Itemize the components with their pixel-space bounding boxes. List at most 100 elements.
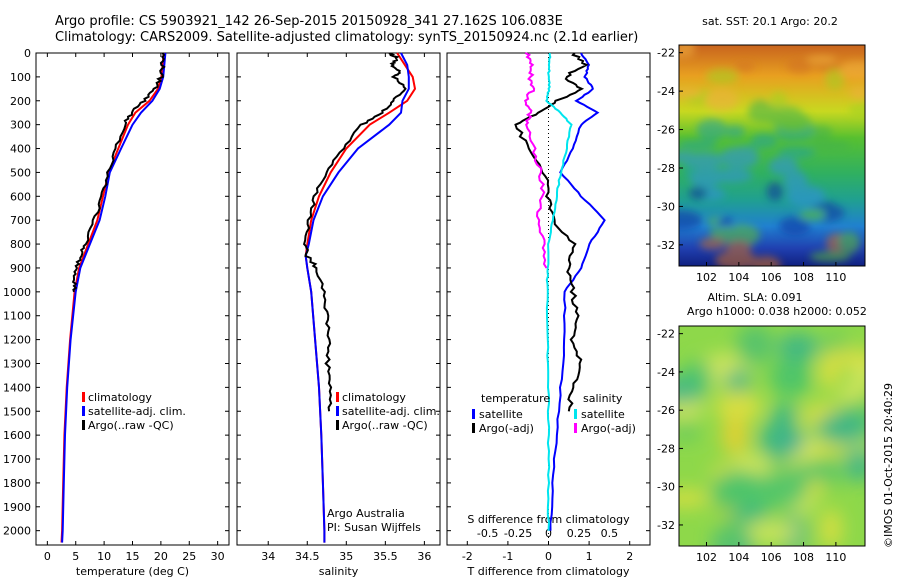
x-axis-label: temperature (deg C) (76, 565, 189, 578)
sla-texture-blob (777, 332, 819, 362)
legend-label: Argo(-adj) (581, 422, 636, 435)
x-tick-label: 15 (126, 550, 140, 563)
sst-texture-blob (719, 147, 759, 169)
x-tick-label: 20 (154, 550, 168, 563)
map-y-tick-label: -24 (657, 366, 675, 379)
legend-label: satellite-adj. clim. (88, 405, 186, 418)
legend-label: Argo(-adj) (479, 422, 534, 435)
sla-texture-blob (820, 508, 842, 546)
map-y-tick-label: -28 (657, 162, 675, 175)
map-x-tick-label: 106 (761, 551, 782, 564)
y-tick-label: 1700 (3, 453, 31, 466)
sla-map-title-2: Argo h1000: 0.038 h2000: 0.052 (687, 305, 867, 318)
sla-texture-blob (710, 470, 764, 514)
sst-texture-blob (777, 146, 815, 159)
sla-texture-blob (721, 415, 749, 456)
sst-map (679, 45, 865, 266)
map-y-tick-label: -32 (657, 519, 675, 532)
legend-label: climatology (88, 391, 152, 404)
sst-texture-blob (679, 210, 702, 230)
sla-texture-blob (759, 468, 810, 509)
sla-texture-blob (770, 358, 812, 397)
sst-map-frame (678, 44, 866, 267)
sst-texture-blob (838, 231, 860, 254)
sst-texture-blob (770, 91, 788, 110)
plot-frame (236, 52, 441, 546)
map-y-tick-label: -30 (657, 481, 675, 494)
sla-texture-blob (843, 446, 865, 483)
y-tick-label: 1500 (3, 405, 31, 418)
sst-texture-blob (766, 181, 784, 201)
map-y-tick-label: -22 (657, 328, 675, 341)
sst-texture-blob (786, 185, 826, 207)
sst-texture-blob (696, 118, 727, 141)
series-line-satellite-adj-clim- (61, 52, 167, 543)
map-y-tick-label: -26 (657, 404, 675, 417)
y-tick-label: 200 (10, 95, 31, 108)
sst-texture-blob (679, 140, 718, 150)
legend-label: Argo(..raw -QC) (88, 419, 174, 432)
legend-swatch (82, 420, 85, 430)
x-tick-label: 35.5 (373, 550, 398, 563)
legend-swatch (472, 409, 475, 419)
sla-map (679, 326, 865, 546)
legend-label: climatology (342, 391, 406, 404)
x-tick-label: 2 (626, 550, 633, 563)
sst-texture-blob (708, 226, 745, 237)
sst-texture-blob (814, 201, 837, 213)
series-line-salinity-argo-adj- (523, 52, 548, 269)
sla-texture-blob (719, 518, 743, 546)
map-x-tick-label: 110 (825, 551, 846, 564)
y-tick-label: 1900 (3, 501, 31, 514)
sst-map-texture (679, 45, 865, 266)
x-tick-label: 1 (586, 550, 593, 563)
y-tick-label: 1100 (3, 310, 31, 323)
profile-title: Argo profile: CS 5903921_142 26-Sep-2015… (55, 14, 563, 29)
climatology-title: Climatology: CARS2009. Satellite-adjuste… (55, 30, 639, 45)
sla-texture-blob (724, 368, 752, 393)
map-x-tick-label: 110 (825, 271, 846, 284)
x-axis-label: salinity (319, 565, 359, 578)
x-tick-label: 10 (97, 550, 111, 563)
legend-label: Argo(..raw -QC) (342, 419, 428, 432)
maps-group: sat. SST: 20.1 Argo: 20.2 Altim. SLA: 0.0… (657, 15, 895, 564)
legend-label: satellite (581, 408, 625, 421)
x-tick-label: 5 (72, 550, 79, 563)
plot-frame (35, 52, 230, 546)
x-tick-label: 36 (417, 550, 431, 563)
sst-texture-blob (705, 68, 739, 85)
sla-map-texture (679, 326, 865, 546)
s-tick-label: -0.25 (504, 527, 532, 540)
legend-label: satellite (479, 408, 523, 421)
x-tick-label: -2 (462, 550, 473, 563)
sst-texture-blob (714, 250, 758, 266)
x-tick-label: 30 (211, 550, 225, 563)
sla-map-title-1: Altim. SLA: 0.091 (707, 291, 802, 304)
map-x-tick-label: 102 (696, 551, 717, 564)
sla-texture-blob (734, 326, 776, 368)
sst-texture-blob (709, 168, 753, 183)
map-x-tick-label: 104 (728, 271, 749, 284)
y-tick-label: 2000 (3, 525, 31, 538)
sst-texture-blob (688, 186, 708, 200)
legend-label: satellite-adj. clim. (342, 405, 440, 418)
sst-texture-blob (699, 237, 726, 250)
map-y-tick-label: -22 (657, 47, 675, 60)
sst-texture-blob (806, 55, 837, 64)
y-tick-label: 1000 (3, 286, 31, 299)
sst-texture-blob (768, 156, 798, 176)
sla-texture-blob (679, 418, 700, 443)
legend-swatch (336, 406, 339, 416)
y-tick-label: 600 (10, 190, 31, 203)
legend-header: salinity (583, 392, 623, 405)
map-x-tick-label: 108 (793, 551, 814, 564)
profile-panel-1: 0100200300400500600700800900100011001200… (3, 47, 230, 578)
map-x-tick-label: 106 (761, 271, 782, 284)
sst-texture-blob (679, 45, 696, 56)
s-tick-label: 0.5 (601, 527, 619, 540)
x-tick-label: 34.5 (295, 550, 320, 563)
y-tick-label: 1200 (3, 334, 31, 347)
map-y-tick-label: -32 (657, 239, 675, 252)
sla-texture-blob (823, 348, 865, 367)
